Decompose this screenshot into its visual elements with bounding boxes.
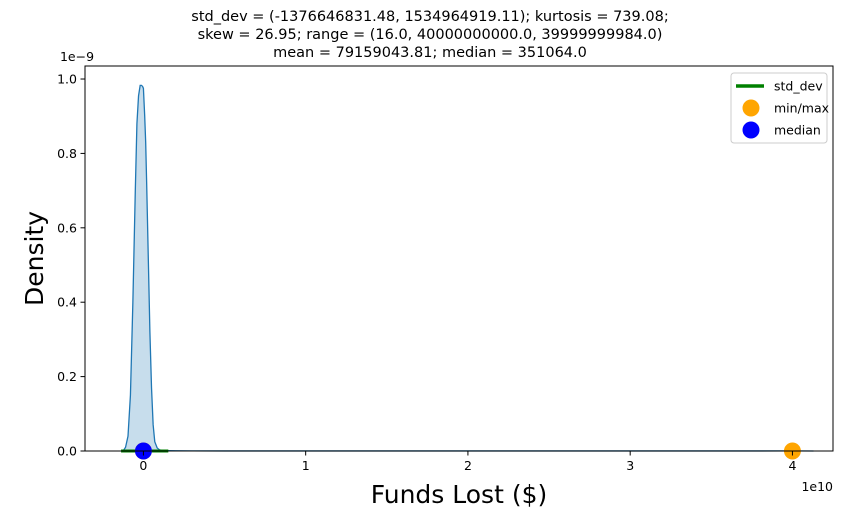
x-axis-label: Funds Lost ($) (371, 480, 548, 509)
y-tick-label: 0.6 (57, 220, 77, 235)
x-tick-label: 4 (788, 458, 796, 473)
x-tick-label: 2 (464, 458, 472, 473)
chart-title-line-2: skew = 26.95; range = (16.0, 40000000000… (197, 27, 663, 43)
y-tick-label: 0.0 (57, 444, 77, 459)
legend-swatch-median (742, 121, 760, 139)
axes: 0 1 2 3 4 1e10 0.0 0.2 0.4 0.6 0.8 1.0 1e−9 Funds Los… (20, 49, 834, 509)
x-tick-label: 0 (139, 458, 147, 473)
legend-swatch-minmax (742, 99, 760, 117)
y-tick-label: 0.8 (57, 146, 77, 161)
axes-frame (84, 65, 834, 452)
y-tick-label: 0.4 (57, 295, 77, 310)
x-multiplier-label: 1e10 (801, 479, 833, 494)
y-axis-label: Density (20, 211, 49, 306)
x-tick-label: 3 (626, 458, 634, 473)
y-tick-label: 0.2 (57, 369, 77, 384)
plot-area (121, 84, 814, 460)
kde-line (122, 84, 814, 452)
x-tick-label: 1 (302, 458, 310, 473)
chart-title-line-3: mean = 79159043.81; median = 351064.0 (273, 45, 587, 61)
kde-area (123, 85, 814, 451)
legend: std_dev min/max median (730, 72, 829, 144)
y-multiplier-label: 1e−9 (60, 49, 94, 64)
y-tick-label: 1.0 (57, 72, 77, 87)
chart-title-line-1: std_dev = (-1376646831.48, 1534964919.11… (191, 9, 669, 25)
legend-label-stddev: std_dev (774, 79, 823, 94)
legend-label-minmax: min/max (774, 101, 829, 116)
legend-label-median: median (774, 123, 821, 138)
